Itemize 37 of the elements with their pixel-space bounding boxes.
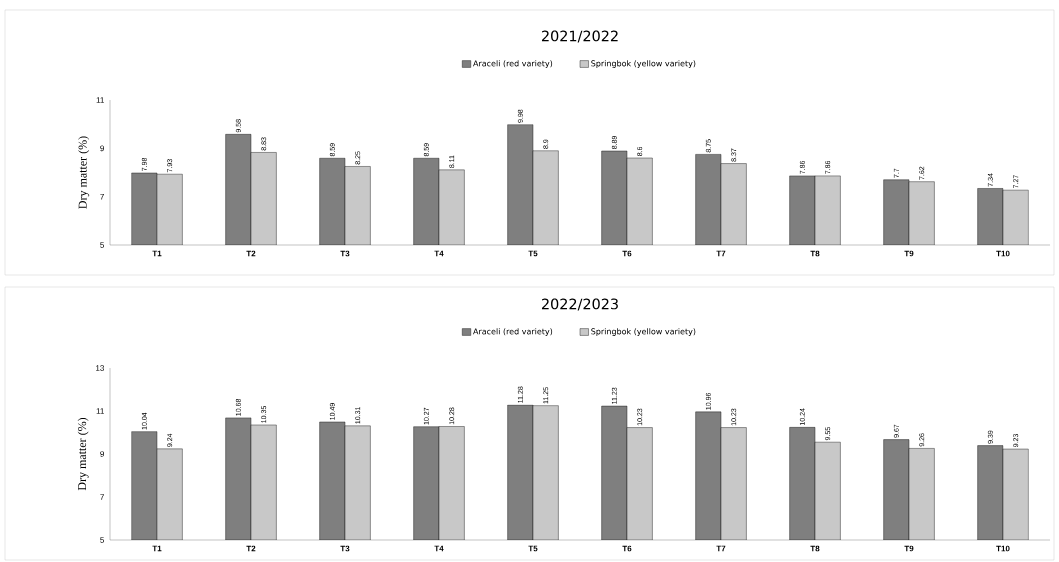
x-tick-label: T3 bbox=[340, 250, 350, 257]
x-tick-label: T2 bbox=[246, 545, 256, 552]
chart-title: 2021/2022 bbox=[541, 30, 618, 43]
x-tick-label: T10 bbox=[996, 250, 1010, 257]
x-tick-label: T7 bbox=[716, 545, 726, 552]
x-tick-label: T9 bbox=[904, 545, 914, 552]
x-tick-label: T5 bbox=[528, 545, 538, 552]
x-tick-label: T8 bbox=[810, 545, 820, 552]
x-tick-label: T7 bbox=[716, 250, 726, 257]
x-tick-label: T1 bbox=[152, 250, 162, 257]
y-axis-title: Dry matter (%) bbox=[78, 136, 90, 209]
legend-label: Araceli (red variety) bbox=[473, 60, 553, 68]
x-tick-label: T10 bbox=[996, 545, 1010, 552]
y-tick-label: 9 bbox=[100, 451, 104, 457]
y-tick-label: 9 bbox=[100, 145, 104, 152]
x-tick-label: T6 bbox=[622, 545, 632, 552]
y-tick-label: 7 bbox=[100, 494, 104, 500]
x-tick-label: T5 bbox=[528, 250, 538, 257]
x-tick-label: T2 bbox=[246, 250, 256, 257]
x-tick-label: T3 bbox=[340, 545, 350, 552]
y-tick-label: 13 bbox=[96, 365, 104, 371]
y-tick-label: 5 bbox=[100, 242, 104, 248]
x-tick-label: T4 bbox=[434, 545, 444, 552]
x-tick-label: T6 bbox=[622, 250, 632, 257]
legend-label: Araceli (red variety) bbox=[473, 328, 553, 336]
x-tick-label: T4 bbox=[434, 250, 444, 257]
chart-title: 2022/2023 bbox=[541, 298, 618, 311]
y-tick-label: 11 bbox=[96, 97, 104, 103]
x-tick-label: T1 bbox=[152, 545, 162, 552]
x-tick-label: T9 bbox=[904, 250, 914, 257]
x-tick-label: T8 bbox=[810, 250, 820, 257]
y-axis-title: Dry matter (%) bbox=[77, 417, 89, 491]
y-tick-label: 11 bbox=[96, 408, 104, 414]
y-tick-label: 7 bbox=[100, 193, 104, 200]
legend-label: Springbok (yellow variety) bbox=[591, 60, 696, 68]
y-tick-label: 5 bbox=[100, 537, 104, 543]
legend-label: Springbok (yellow variety) bbox=[591, 328, 696, 336]
